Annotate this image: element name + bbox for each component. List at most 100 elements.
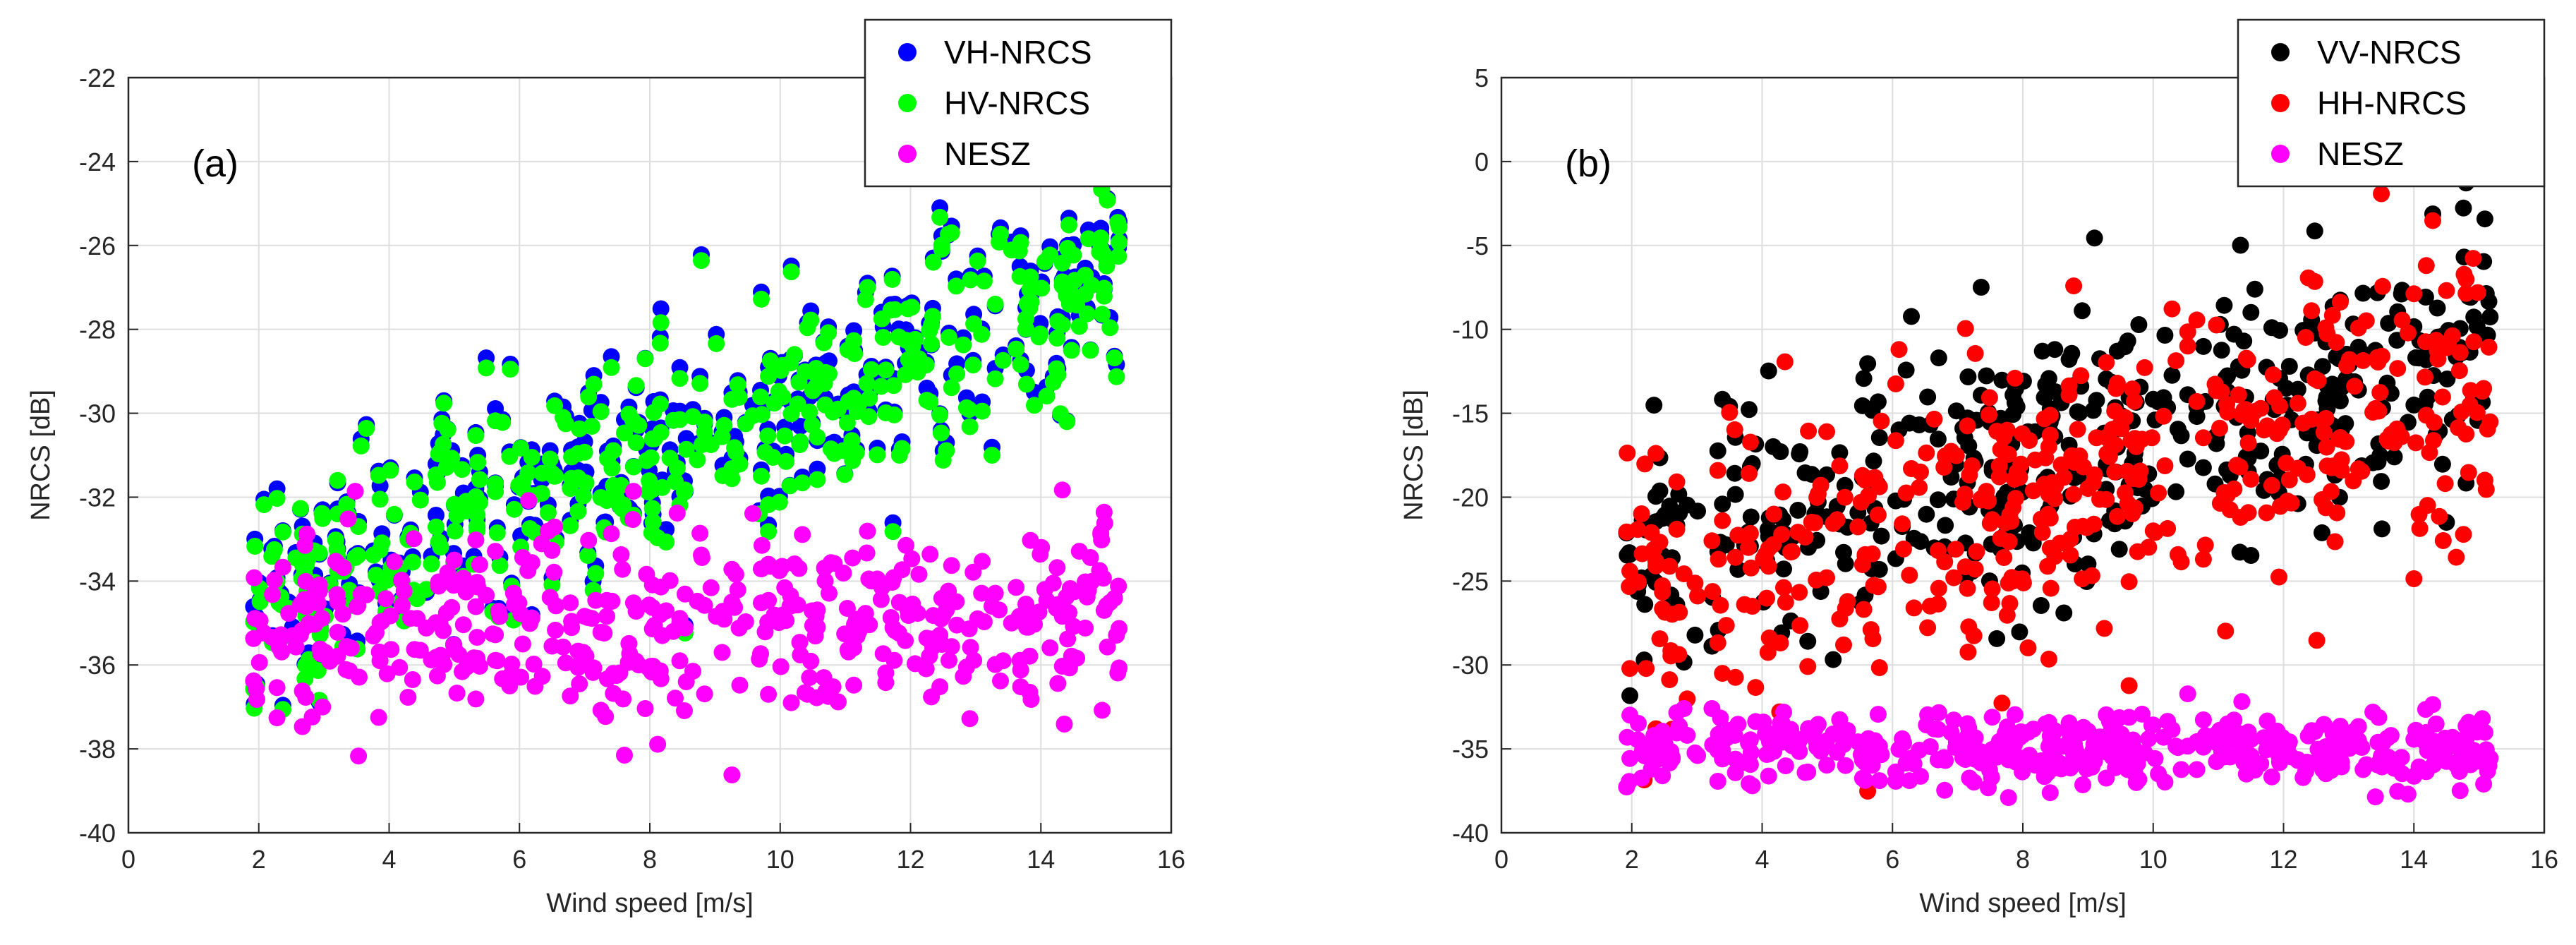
data-point-hh-nrcs	[2407, 434, 2424, 452]
data-point-nesz	[2306, 722, 2323, 740]
data-point-nesz	[1065, 618, 1082, 635]
data-point-nesz	[1053, 481, 1071, 499]
data-point-nesz	[287, 638, 305, 656]
data-point-hh-nrcs	[1921, 597, 1939, 615]
data-point-hh-nrcs	[1709, 462, 1727, 479]
data-point-nesz	[1765, 736, 1782, 754]
data-point-hh-nrcs	[2263, 476, 2280, 494]
data-point-hv-nrcs	[961, 418, 979, 435]
data-point-nesz	[1017, 610, 1034, 627]
data-point-nesz	[1806, 720, 1824, 738]
data-point-vv-nrcs	[2040, 370, 2057, 387]
data-point-hh-nrcs	[1800, 422, 1818, 440]
data-point-nesz	[2333, 754, 2350, 771]
data-point-nesz	[772, 658, 790, 675]
data-point-nesz	[491, 608, 509, 625]
data-point-vv-nrcs	[1978, 367, 1995, 385]
data-point-nesz	[931, 627, 949, 644]
data-point-nesz	[2475, 776, 2493, 793]
data-point-nesz	[2219, 715, 2237, 733]
data-point-hh-nrcs	[1945, 569, 1963, 586]
data-point-hv-nrcs	[468, 506, 486, 524]
data-point-hv-nrcs	[753, 290, 770, 308]
data-point-hh-nrcs	[2124, 380, 2141, 398]
data-point-vv-nrcs	[2278, 380, 2295, 397]
data-point-hv-nrcs	[903, 299, 921, 316]
data-point-hv-nrcs	[857, 291, 874, 308]
data-point-hh-nrcs	[2330, 430, 2347, 447]
data-point-hh-nrcs	[2324, 457, 2342, 475]
data-point-nesz	[921, 647, 938, 665]
data-point-hh-nrcs	[2374, 347, 2390, 365]
data-point-nesz	[1777, 757, 1794, 775]
data-point-hv-nrcs	[1106, 349, 1123, 367]
data-point-nesz	[1860, 730, 1877, 747]
data-point-vv-nrcs	[1714, 390, 1731, 408]
data-point-nesz	[1022, 691, 1040, 708]
data-point-hv-nrcs	[1049, 313, 1067, 330]
legend-label-hh-nrcs: HH-NRCS	[2317, 85, 2467, 121]
data-point-hh-nrcs	[2431, 507, 2448, 525]
data-point-hh-nrcs	[2231, 458, 2249, 476]
data-point-nesz	[563, 613, 581, 630]
data-point-nesz	[1710, 726, 1727, 743]
data-point-hh-nrcs	[1981, 389, 1998, 407]
data-point-nesz	[753, 536, 770, 554]
data-point-vv-nrcs	[1775, 560, 1792, 578]
data-point-hv-nrcs	[1098, 257, 1115, 275]
data-point-hv-nrcs	[808, 366, 826, 384]
data-point-nesz	[2136, 744, 2153, 762]
data-point-hh-nrcs	[2455, 526, 2472, 543]
data-point-hv-nrcs	[1070, 318, 1088, 335]
data-point-nesz	[539, 522, 557, 540]
data-point-hv-nrcs	[454, 496, 472, 514]
data-point-vh-nrcs	[487, 400, 504, 417]
data-point-hh-nrcs	[1668, 520, 1686, 538]
data-point-hh-nrcs	[2096, 620, 2113, 637]
data-point-hh-nrcs	[1959, 579, 1976, 597]
data-point-nesz	[621, 645, 639, 663]
data-point-hh-nrcs	[1630, 573, 1647, 591]
data-point-hv-nrcs	[563, 469, 581, 487]
data-point-nesz	[1726, 726, 1743, 744]
y-tick-label: -40	[1452, 819, 1489, 848]
data-point-nesz	[943, 557, 960, 574]
data-point-nesz	[1959, 728, 1976, 745]
data-point-hh-nrcs	[1712, 596, 1729, 614]
data-point-nesz	[753, 594, 770, 612]
data-point-vv-nrcs	[2393, 285, 2410, 303]
data-point-hv-nrcs	[992, 225, 1009, 243]
data-point-hv-nrcs	[428, 474, 446, 491]
data-point-nesz	[1048, 559, 1066, 577]
y-axis-label: NRCS [dB]	[1399, 390, 1429, 521]
data-point-nesz	[2221, 748, 2239, 766]
data-point-nesz	[858, 544, 876, 562]
data-point-vv-nrcs	[1901, 414, 1918, 432]
data-point-nesz	[816, 572, 834, 590]
data-point-nesz	[676, 702, 693, 719]
data-point-hv-nrcs	[661, 450, 679, 467]
data-point-vv-nrcs	[2130, 316, 2148, 333]
data-point-nesz	[903, 550, 921, 567]
data-point-nesz	[1760, 767, 1777, 785]
data-point-nesz	[409, 610, 426, 627]
data-point-vv-nrcs	[2242, 303, 2260, 321]
data-point-nesz	[329, 623, 346, 641]
data-point-nesz	[2419, 742, 2436, 759]
data-point-hv-nrcs	[638, 452, 655, 469]
data-point-hv-nrcs	[727, 443, 744, 461]
data-point-hv-nrcs	[965, 356, 982, 374]
data-point-nesz	[248, 691, 265, 708]
data-point-vv-nrcs	[1865, 452, 1882, 470]
data-point-nesz	[598, 608, 615, 625]
data-point-vv-nrcs	[1686, 626, 1704, 644]
data-point-hh-nrcs	[1818, 423, 1835, 440]
data-point-nesz	[2382, 727, 2400, 745]
data-point-hv-nrcs	[820, 324, 837, 342]
data-point-nesz	[2350, 732, 2367, 750]
data-point-hv-nrcs	[327, 531, 344, 549]
data-point-hv-nrcs	[708, 335, 725, 352]
data-point-nesz	[541, 589, 559, 606]
data-point-nesz	[2405, 767, 2423, 785]
data-point-hv-nrcs	[816, 396, 834, 414]
